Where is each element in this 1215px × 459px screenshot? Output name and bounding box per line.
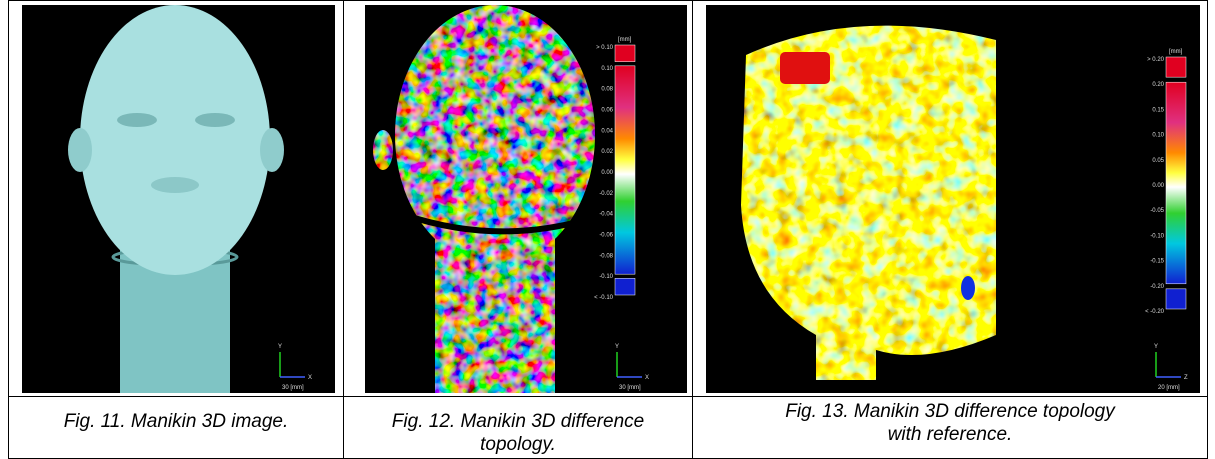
colorbar-under	[1166, 289, 1186, 309]
colorbar-unit: [mm]	[618, 37, 632, 43]
mouth	[151, 177, 199, 193]
image-panel: Y Z 20 [mm] [mm] > 0.20 0.20 0.15 0.10 0.05 0.00 -…	[706, 5, 1200, 393]
colorbar-label: -0.02	[599, 191, 613, 197]
manikin-image: Y X 30 [mm]	[22, 5, 335, 393]
face-topology	[741, 26, 996, 380]
axis-label: X	[645, 375, 649, 381]
spot	[961, 276, 975, 300]
head-topology	[373, 5, 595, 393]
axis-label: Y	[1154, 344, 1158, 350]
difference-image: Y X 30 [mm] [mm] > 0.10 0.10 0.08 0.06 0.04 0.02 0…	[365, 5, 687, 393]
colorbar-label: 0.20	[1152, 82, 1164, 88]
caption: Fig. 11. Manikin 3D image.	[12, 410, 340, 433]
image-panel: Y X 30 [mm]	[22, 5, 335, 393]
ear	[260, 128, 284, 172]
colorbar-label: -0.10	[599, 274, 613, 280]
row-divider	[8, 396, 1208, 397]
caption: Fig. 12. Manikin 3D difference topology.	[350, 410, 686, 456]
colorbar-over	[615, 45, 635, 62]
colorbar	[1166, 82, 1186, 284]
marker	[780, 52, 830, 84]
colorbar-label: 0.05	[1152, 158, 1164, 164]
colorbar-label: -0.10	[1150, 233, 1164, 239]
colorbar-label: < -0.20	[1145, 309, 1165, 315]
colorbar-label: -0.08	[599, 253, 613, 259]
colorbar-over	[1166, 57, 1186, 77]
caption: Fig. 13. Manikin 3D difference topology …	[700, 400, 1200, 446]
colorbar-label: -0.05	[1150, 208, 1164, 214]
eye	[195, 113, 235, 127]
eye	[117, 113, 157, 127]
page: Y X 30 [mm] Y X 30 [mm] [mm] > 0.10 0.10 0.08 0.0…	[0, 0, 1215, 459]
reference-image: Y Z 20 [mm] [mm] > 0.20 0.20 0.15 0.10 0.05 0.00 -…	[706, 5, 1200, 393]
colorbar-label: 0.06	[601, 108, 613, 114]
scale-label: 30 [mm]	[619, 385, 641, 391]
scale-label: 20 [mm]	[1158, 385, 1180, 391]
ear	[68, 128, 92, 172]
colorbar-label: 0.10	[601, 66, 613, 72]
colorbar-label: -0.20	[1150, 284, 1164, 290]
colorbar-label: 0.10	[1152, 133, 1164, 139]
axis-label: X	[308, 375, 312, 381]
colorbar-label: 0.00	[1152, 183, 1164, 189]
colorbar-label: -0.04	[599, 212, 613, 218]
colorbar-label: > 0.10	[596, 45, 614, 51]
colorbar-label: 0.04	[601, 128, 613, 134]
colorbar-label: > 0.20	[1147, 57, 1165, 63]
colorbar-unit: [mm]	[1169, 49, 1183, 55]
head	[80, 5, 270, 275]
colorbar-under	[615, 278, 635, 295]
colorbar-label: < -0.10	[594, 295, 614, 301]
axis-label: Y	[615, 344, 619, 350]
axis-label: Y	[278, 344, 282, 350]
image-panel: Y X 30 [mm] [mm] > 0.10 0.10 0.08 0.06 0.04 0.02 0…	[365, 5, 687, 393]
colorbar-label: 0.02	[601, 149, 613, 155]
colorbar	[615, 66, 635, 274]
colorbar-label: -0.15	[1150, 259, 1164, 265]
colorbar-label: -0.06	[599, 233, 613, 239]
colorbar-label: 0.00	[601, 170, 613, 176]
colorbar-label: 0.08	[601, 87, 613, 93]
scale-label: 30 [mm]	[282, 385, 304, 391]
axis-label: Z	[1184, 375, 1188, 381]
colorbar-label: 0.15	[1152, 107, 1164, 113]
